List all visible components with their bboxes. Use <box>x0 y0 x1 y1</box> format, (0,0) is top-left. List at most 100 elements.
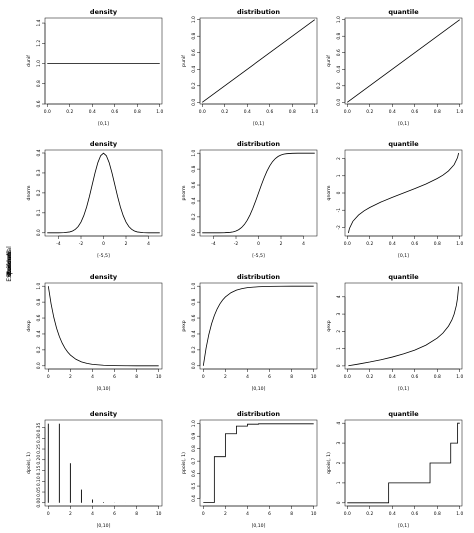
y-axis: 0 1 2 3 4 <box>336 422 346 504</box>
x-tick-label: 0.8 <box>289 109 296 115</box>
y-tick-label: 1.0 <box>191 282 197 289</box>
chart-title: quantile <box>388 410 419 418</box>
y-axis: 0.6 0.8 1.0 1.2 1.4 <box>36 19 46 107</box>
chart-title: distribution <box>237 140 280 148</box>
x-tick-label: 1.0 <box>456 374 463 380</box>
y-axis-label: dunif <box>26 55 32 67</box>
x-tick-label: 0.4 <box>89 109 96 115</box>
x-axis-label: [-5,5] <box>97 253 110 259</box>
x-axis: 0.0 0.2 0.4 0.6 0.8 1.0 <box>44 103 163 115</box>
x-axis-label: [0,10] <box>252 386 266 392</box>
y-axis-label: punif <box>181 55 187 67</box>
y-tick-label: 0.0 <box>191 229 197 236</box>
y-tick-label: 0.2 <box>191 82 197 89</box>
x-tick-label: 0.2 <box>66 109 73 115</box>
x-tick-label: 0.6 <box>411 374 418 380</box>
x-tick-label: 0 <box>257 241 260 247</box>
x-tick-label: 1.0 <box>156 109 163 115</box>
x-tick-label: 0 <box>102 241 105 247</box>
plot-frame <box>44 149 163 237</box>
chart-panel-1-0: density [-5,5] dnorm -4 -2 0 2 4 0.0 0.1 0.2 0.3 0.4 <box>26 140 163 259</box>
y-tick-label: 1.2 <box>36 40 42 47</box>
y-tick-label: 0.6 <box>191 314 197 321</box>
y-tick-label: 0.6 <box>191 181 197 188</box>
y-tick-label: 0.0 <box>336 99 342 106</box>
x-axis-label: [-5,5] <box>252 253 265 259</box>
x-axis-label: [0,1] <box>98 121 109 127</box>
y-tick-label: 0.6 <box>191 49 197 56</box>
plot-frame <box>44 419 163 507</box>
y-tick-label: 1.4 <box>36 19 42 26</box>
bar-series <box>47 423 127 503</box>
x-axis-label: [0,1] <box>398 253 409 259</box>
y-tick-label: 0.00 <box>36 498 42 508</box>
y-tick-label: 0.6 <box>336 49 342 56</box>
y-tick-label: 0.0 <box>191 99 197 106</box>
x-tick-label: 6 <box>268 374 271 380</box>
x-tick-label: -4 <box>211 241 216 247</box>
x-tick-label: 2 <box>224 511 227 517</box>
x-tick-label: 0.0 <box>344 511 351 517</box>
x-tick-label: 1.0 <box>456 511 463 517</box>
y-tick-label: 0.10 <box>36 476 42 486</box>
y-tick-label: 0.8 <box>191 32 197 39</box>
x-tick-label: -2 <box>234 241 239 247</box>
y-tick-label: 0.8 <box>336 32 342 39</box>
y-tick-label: 1.0 <box>191 420 197 427</box>
x-tick-label: 6 <box>113 374 116 380</box>
x-tick-label: 0.0 <box>344 241 351 247</box>
row-label-normal: Normal <box>6 253 13 275</box>
y-tick-label: 0.8 <box>36 298 42 305</box>
x-tick-label: 4 <box>302 241 305 247</box>
y-tick-label: 0.0 <box>191 362 197 369</box>
series-line <box>203 423 314 503</box>
plot-frame <box>199 282 318 370</box>
x-axis-label: [0,1] <box>398 121 409 127</box>
y-tick-label: 0.15 <box>36 465 42 475</box>
x-tick-label: 0.8 <box>434 511 441 517</box>
y-axis: 0.4 0.5 0.6 0.7 0.8 0.9 1.0 <box>191 420 201 502</box>
x-tick-label: 0.4 <box>389 241 396 247</box>
y-tick-label: 0 <box>336 191 342 194</box>
plot-frame <box>44 282 163 370</box>
chart-panel-2-2: quantile [0,1] qexp 0.0 0.2 0.4 0.6 0.8 1.0 0 1 2 3 4 <box>327 273 463 392</box>
x-tick-label: 0.6 <box>411 241 418 247</box>
chart-panel-0-1: distribution [0,1] punif 0.0 0.2 0.4 0.6 0.8 1.0… <box>181 8 318 127</box>
series-line <box>202 19 315 103</box>
series-line <box>47 152 160 234</box>
y-tick-label: 0.25 <box>36 444 42 454</box>
chart-title: density <box>90 140 118 148</box>
x-axis-label: [0,10] <box>97 523 111 529</box>
y-axis-label: qnorm <box>326 185 332 200</box>
y-tick-label: 1 <box>336 481 342 484</box>
y-tick-label: 0.4 <box>191 66 197 73</box>
x-tick-label: 0.0 <box>344 374 351 380</box>
y-tick-label: 0.6 <box>36 100 42 107</box>
x-axis-label: [0,10] <box>252 523 266 529</box>
y-axis: 0.0 0.2 0.4 0.6 0.8 1.0 <box>336 16 346 106</box>
x-axis-label: [0,1] <box>398 523 409 529</box>
y-tick-label: 0.8 <box>36 80 42 87</box>
x-tick-label: 6 <box>268 511 271 517</box>
x-axis: 0.0 0.2 0.4 0.6 0.8 1.0 <box>344 103 463 115</box>
row-label-exponential: Exponential <box>6 246 13 282</box>
chart-title: density <box>90 410 118 418</box>
x-tick-label: -4 <box>56 241 61 247</box>
y-axis-label: pexp <box>182 320 187 331</box>
x-tick-label: 2 <box>224 374 227 380</box>
x-tick-label: 2 <box>69 511 72 517</box>
x-axis: 0 2 4 6 8 10 <box>47 505 162 517</box>
y-tick-label: 0.2 <box>336 82 342 89</box>
y-axis-label: dexp <box>26 320 32 331</box>
x-tick-label: 4 <box>147 241 150 247</box>
x-axis: 0 2 4 6 8 10 <box>202 505 317 517</box>
x-tick-label: 0.8 <box>434 109 441 115</box>
x-axis-label: [0,1] <box>253 121 264 127</box>
y-tick-label: 0.8 <box>191 165 197 172</box>
chart-title: distribution <box>237 410 280 418</box>
chart-title: quantile <box>388 140 419 148</box>
y-tick-label: 0 <box>336 501 342 504</box>
x-tick-label: 8 <box>290 374 293 380</box>
